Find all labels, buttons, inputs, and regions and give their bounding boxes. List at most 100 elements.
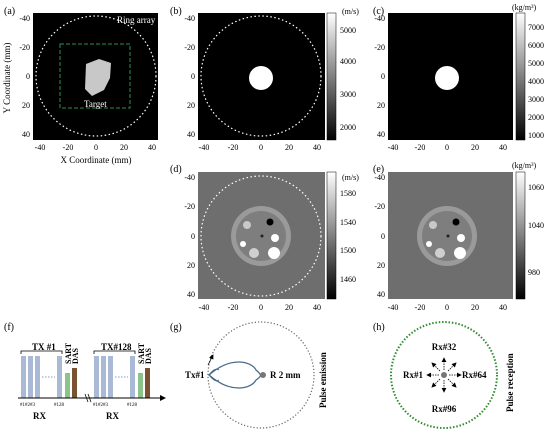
colorbar-unit: (m/s) — [342, 7, 359, 16]
rx64-label: Rx#64 — [462, 370, 487, 380]
target-shape — [85, 59, 111, 96]
panel-f: (f) TX #1 TX#128 SART DAS SART DAS #1#2#… — [4, 322, 166, 421]
xtick: -20 — [63, 143, 74, 152]
tx-bracket — [20, 350, 63, 354]
ytick: 40 — [377, 130, 385, 139]
inclusion — [266, 218, 274, 226]
x-axis-label: X Coordinate (mm) — [61, 155, 132, 165]
ytick: 40 — [22, 130, 30, 139]
ytick: 0 — [381, 232, 385, 241]
beam-side-lobe — [208, 368, 220, 376]
ytick: 40 — [377, 290, 385, 299]
element-labels: #1#2#3 — [20, 403, 36, 408]
inclusion — [435, 248, 445, 258]
inclusion-disk — [435, 66, 459, 90]
tx1-label: TX #1 — [32, 342, 56, 352]
panel-e-letter: (e) — [373, 164, 384, 175]
beam-side-lobe — [208, 374, 220, 382]
xtick: 0 — [94, 143, 98, 152]
panel-e: (e) -40 -20 0 20 40 -40 -20 0 20 40 (kg/… — [373, 161, 544, 312]
inclusion — [426, 241, 432, 247]
colorbar-tick: 7000 — [528, 23, 544, 32]
ytick: 0 — [191, 72, 195, 81]
element-bar — [94, 356, 99, 398]
colorbar-tick: 980 — [528, 268, 540, 277]
target-point — [260, 372, 266, 378]
echo-arrow — [431, 378, 441, 388]
panel-d: (d) -40 -20 0 20 40 -40 -20 0 20 40 (m/s… — [170, 164, 359, 312]
radius-label: R 2 mm — [270, 370, 301, 380]
element-bar — [21, 356, 26, 398]
ring-array-circle — [200, 15, 322, 137]
rx96-label: Rx#96 — [432, 404, 457, 414]
ytick: 0 — [26, 72, 30, 81]
colorbar-tick: 3000 — [528, 95, 544, 104]
colorbar — [326, 171, 337, 300]
colorbar-tick: 3000 — [340, 90, 356, 99]
beam-main-lobe — [208, 361, 262, 389]
colorbar-tick: 2000 — [528, 113, 544, 122]
colorbar-tick: 1540 — [340, 218, 356, 227]
ytick: 0 — [191, 232, 195, 241]
xtick: -20 — [415, 143, 426, 152]
colorbar — [515, 12, 526, 141]
xtick: 20 — [120, 143, 128, 152]
das-label: DAS — [144, 347, 153, 364]
pulse-reception-label: Pulse reception — [505, 353, 515, 412]
ytick: 40 — [187, 290, 195, 299]
xtick: -20 — [228, 143, 239, 152]
sart-bar — [138, 373, 143, 398]
sart-label: SART — [64, 342, 73, 364]
element-bar — [28, 356, 33, 398]
colorbar-tick: 1040 — [528, 221, 544, 230]
inclusion-disk — [249, 66, 273, 90]
element-bar — [108, 356, 113, 398]
panel-f-letter: (f) — [4, 322, 14, 333]
inclusion — [271, 234, 279, 242]
xtick: 20 — [285, 143, 293, 152]
inclusion — [260, 234, 264, 238]
tx-label: Tx#1 — [185, 370, 205, 380]
colorbar-tick: 4000 — [528, 77, 544, 86]
xtick: -20 — [415, 303, 426, 312]
element-label-last: #128 — [54, 403, 65, 408]
panel-c-letter: (c) — [373, 6, 384, 17]
ytick: -40 — [374, 173, 385, 182]
colorbar-tick: 2000 — [340, 123, 356, 132]
xtick: 40 — [313, 143, 321, 152]
target-region-box — [59, 43, 131, 109]
element-labels: #1#2#3 — [93, 403, 109, 408]
das-label: DAS — [71, 347, 80, 364]
inclusion — [446, 234, 450, 238]
inclusion — [249, 248, 259, 258]
ytick: 40 — [187, 130, 195, 139]
sart-label: SART — [137, 342, 146, 364]
xtick: 0 — [445, 303, 449, 312]
inclusion — [457, 234, 465, 242]
axis-break — [84, 393, 89, 403]
colorbar-unit: (kg/m³) — [512, 161, 537, 170]
inclusion — [240, 241, 246, 247]
panel-a-letter: (a) — [4, 6, 15, 17]
tx-arrow — [207, 354, 214, 366]
xtick: 0 — [259, 303, 263, 312]
receiver-ring — [390, 321, 498, 429]
target-label: Target — [84, 99, 107, 109]
xtick: -40 — [388, 303, 399, 312]
xtick: 20 — [471, 303, 479, 312]
panel-a: Target Ring array (a) -40 -20 0 20 40 -4… — [2, 6, 158, 165]
ytick: -40 — [374, 14, 385, 23]
inclusion — [243, 221, 251, 229]
ytick: 0 — [381, 72, 385, 81]
xtick: -20 — [228, 303, 239, 312]
ring-array-circle — [35, 15, 157, 137]
colorbar — [326, 12, 337, 141]
ring-array-label: Ring array — [117, 15, 156, 25]
das-bar — [145, 368, 150, 398]
ring-circle — [207, 321, 315, 429]
element-label-last: #128 — [127, 403, 138, 408]
inclusion — [454, 247, 466, 259]
ytick: -20 — [184, 43, 195, 52]
element-bar — [57, 356, 62, 398]
